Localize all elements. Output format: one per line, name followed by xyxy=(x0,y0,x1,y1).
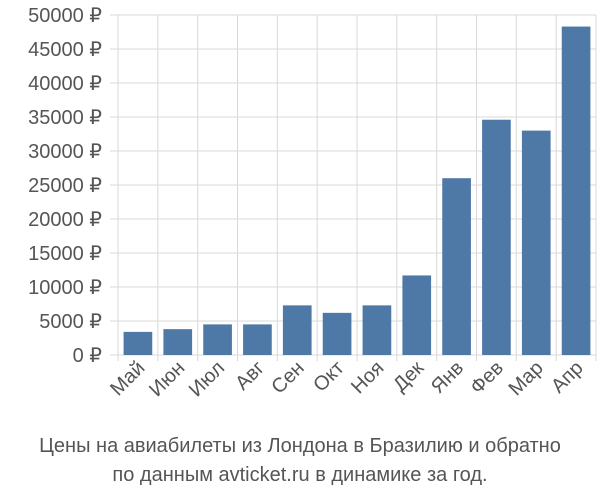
bars xyxy=(123,26,591,356)
x-category-label: Мар xyxy=(505,357,548,400)
caption-line-2: по данным avticket.ru в динамике за год. xyxy=(112,464,488,486)
x-category-label: Янв xyxy=(427,357,468,398)
bar-6 xyxy=(362,305,392,355)
y-tick-label: 15000 ₽ xyxy=(28,243,102,265)
price-bar-chart: 0 ₽ 5000 ₽ 10000 ₽ 15000 ₽ 20000 ₽ 25000 ₽ 300… xyxy=(28,5,597,401)
x-category-label: Авг xyxy=(231,357,269,395)
bar-4 xyxy=(282,305,312,355)
y-tick-label: 0 ₽ xyxy=(73,345,103,367)
chart-caption: Цены на авиабилеты из Лондона в Бразилию… xyxy=(0,432,600,490)
y-axis-tick-labels: 0 ₽ 5000 ₽ 10000 ₽ 15000 ₽ 20000 ₽ 25000 ₽ 300… xyxy=(28,5,102,367)
x-category-label: Май xyxy=(106,357,149,400)
x-category-label: Ноя xyxy=(347,357,388,398)
bar-3 xyxy=(243,324,272,355)
y-tick-label: 10000 ₽ xyxy=(28,277,102,299)
y-tick-label: 25000 ₽ xyxy=(28,175,102,197)
bar-1 xyxy=(163,329,193,355)
x-category-label: Фев xyxy=(466,357,508,399)
x-category-label: Сен xyxy=(267,357,308,398)
bar-9 xyxy=(482,119,511,355)
bar-11 xyxy=(561,26,591,356)
caption-line-1: Цены на авиабилеты из Лондона в Бразилию… xyxy=(39,435,561,457)
x-category-label: Окт xyxy=(309,357,348,396)
y-tick-label: 5000 ₽ xyxy=(39,311,102,333)
x-category-label: Июл xyxy=(185,357,229,401)
bar-10 xyxy=(521,130,551,355)
x-category-label: Апр xyxy=(547,357,588,398)
y-tick-label: 45000 ₽ xyxy=(28,39,102,61)
bar-8 xyxy=(442,178,471,355)
x-category-label: Июн xyxy=(145,357,189,401)
y-tick-label: 40000 ₽ xyxy=(28,73,102,95)
y-tick-label: 20000 ₽ xyxy=(28,209,102,231)
x-category-label: Дек xyxy=(389,357,428,396)
bar-5 xyxy=(322,312,352,355)
bar-0 xyxy=(123,331,153,355)
y-tick-label: 30000 ₽ xyxy=(28,141,102,163)
y-tick-label: 35000 ₽ xyxy=(28,107,102,129)
y-tick-label: 50000 ₽ xyxy=(28,5,102,27)
bar-2 xyxy=(203,324,232,355)
grid-lines xyxy=(110,14,597,361)
bar-7 xyxy=(402,275,432,355)
